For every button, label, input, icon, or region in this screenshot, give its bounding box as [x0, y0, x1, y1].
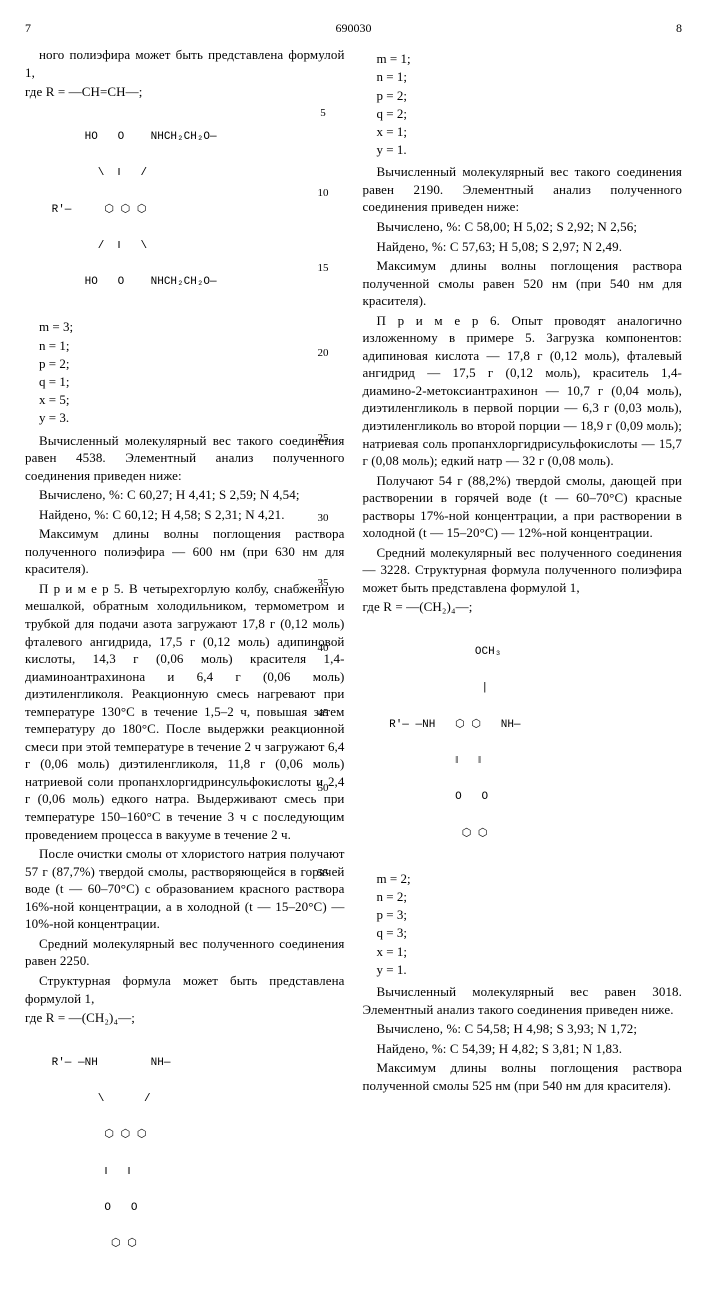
chem-line: \ ‖ / [45, 167, 345, 179]
para: Вычислено, %: С 58,00; Н 5,02; S 2,92; N… [363, 218, 683, 236]
line-marker: 45 [318, 706, 329, 721]
doc-number: 690030 [65, 20, 642, 36]
chem-line: | [383, 682, 683, 694]
chemical-structure-1: HO O NHCH₂CH₂O— \ ‖ / R'— ⬡ ⬡ ⬡ / ‖ \ HO… [45, 107, 345, 313]
param: m = 3; [39, 318, 345, 336]
chem-line: ⬡ ⬡ [383, 828, 683, 840]
para: П р и м е р 5. В четырехгорлую колбу, сн… [25, 580, 345, 843]
r-definition: где R = —(CH₂)₄—; [363, 598, 683, 616]
line-marker: 30 [318, 511, 329, 526]
param: p = 2; [377, 87, 683, 105]
para: Вычисленный молекулярный вес равен 3018.… [363, 983, 683, 1018]
para: Структурная формула может быть представл… [25, 972, 345, 1007]
text-columns: ного полиэфира может быть представлена ф… [25, 46, 682, 1280]
param: q = 2; [377, 105, 683, 123]
para: После очистки смолы от хлористого натрия… [25, 845, 345, 933]
para: Найдено, %: С 54,39; Н 4,82; S 3,81; N 1… [363, 1040, 683, 1058]
line-marker: 20 [318, 346, 329, 361]
line-marker: 55 [318, 866, 329, 881]
r-definition: где R = —CH=CH—; [25, 83, 345, 101]
chem-line: \ / [45, 1093, 345, 1105]
para: Максимум длины волны поглощения раствора… [363, 257, 683, 310]
chem-line: R'— —NH NH— [45, 1057, 345, 1069]
param: y = 1. [377, 961, 683, 979]
para: Вычислено, %: С 54,58; Н 4,98; S 3,93; N… [363, 1020, 683, 1038]
param-list-3: m = 2; n = 2; p = 3; q = 3; x = 1; y = 1… [377, 870, 683, 979]
line-marker: 50 [318, 781, 329, 796]
page-num-left: 7 [25, 20, 65, 36]
chemical-structure-2: R'— —NH NH— \ / ⬡ ⬡ ⬡ ‖ ‖ O O ⬡ ⬡ [45, 1033, 345, 1275]
chem-line: O O [383, 791, 683, 803]
page-num-right: 8 [642, 20, 682, 36]
chem-line: ‖ ‖ [45, 1166, 345, 1178]
chem-line: R'— —NH ⬡ ⬡ NH— [383, 719, 683, 731]
para: Вычисленный молекулярный вес такого соед… [363, 163, 683, 216]
param: n = 2; [377, 888, 683, 906]
para: Найдено, %: С 60,12; Н 4,58; S 2,31; N 4… [25, 506, 345, 524]
param: m = 1; [377, 50, 683, 68]
param: y = 3. [39, 409, 345, 427]
chem-line: / ‖ \ [45, 240, 345, 252]
line-marker: 40 [318, 641, 329, 656]
para: П р и м е р 6. Опыт проводят аналогично … [363, 312, 683, 470]
param: m = 2; [377, 870, 683, 888]
right-column: m = 1; n = 1; p = 2; q = 2; x = 1; y = 1… [363, 46, 683, 1280]
param: q = 3; [377, 924, 683, 942]
line-marker: 15 [318, 261, 329, 276]
para: ного полиэфира может быть представлена ф… [25, 46, 345, 81]
param: x = 1; [377, 943, 683, 961]
chem-line: ⬡ ⬡ ⬡ [45, 1129, 345, 1141]
chem-line: HO O NHCH₂CH₂O— [45, 131, 345, 143]
chem-line: R'— ⬡ ⬡ ⬡ [45, 204, 345, 216]
para: Вычислено, %: С 60,27; Н 4,41; S 2,59; N… [25, 486, 345, 504]
param: p = 3; [377, 906, 683, 924]
line-marker: 5 [320, 106, 326, 121]
chemical-structure-3: OCH₃ | R'— —NH ⬡ ⬡ NH— ‖ ‖ O O ⬡ ⬡ [383, 622, 683, 864]
para: Найдено, %: С 57,63; Н 5,08; S 2,97; N 2… [363, 238, 683, 256]
chem-line: HO O NHCH₂CH₂O— [45, 276, 345, 288]
param: y = 1. [377, 141, 683, 159]
chem-line: ‖ ‖ [383, 755, 683, 767]
left-column: ного полиэфира может быть представлена ф… [25, 46, 345, 1280]
param: p = 2; [39, 355, 345, 373]
chem-line: ⬡ ⬡ [45, 1238, 345, 1250]
para: Максимум длины волны поглощения раствора… [363, 1059, 683, 1094]
param: q = 1; [39, 373, 345, 391]
chem-line: OCH₃ [383, 646, 683, 658]
param-list-2: m = 1; n = 1; p = 2; q = 2; x = 1; y = 1… [377, 50, 683, 159]
param: x = 5; [39, 391, 345, 409]
param-list-1: m = 3; n = 1; p = 2; q = 1; x = 5; y = 3… [39, 318, 345, 427]
line-marker: 25 [318, 431, 329, 446]
para: Средний молекулярный вес полученного сое… [363, 544, 683, 597]
param: n = 1; [39, 337, 345, 355]
line-marker: 10 [318, 186, 329, 201]
para: Максимум длины волны поглощения раствора… [25, 525, 345, 578]
page-header: 7 690030 8 [25, 20, 682, 36]
para: Средний молекулярный вес полученного сое… [25, 935, 345, 970]
para: Получают 54 г (88,2%) твердой смолы, даю… [363, 472, 683, 542]
line-marker: 35 [318, 576, 329, 591]
para: Вычисленный молекулярный вес такого соед… [25, 432, 345, 485]
r-definition: где R = —(CH₂)₄—; [25, 1009, 345, 1027]
chem-line: O O [45, 1202, 345, 1214]
param: n = 1; [377, 68, 683, 86]
param: x = 1; [377, 123, 683, 141]
